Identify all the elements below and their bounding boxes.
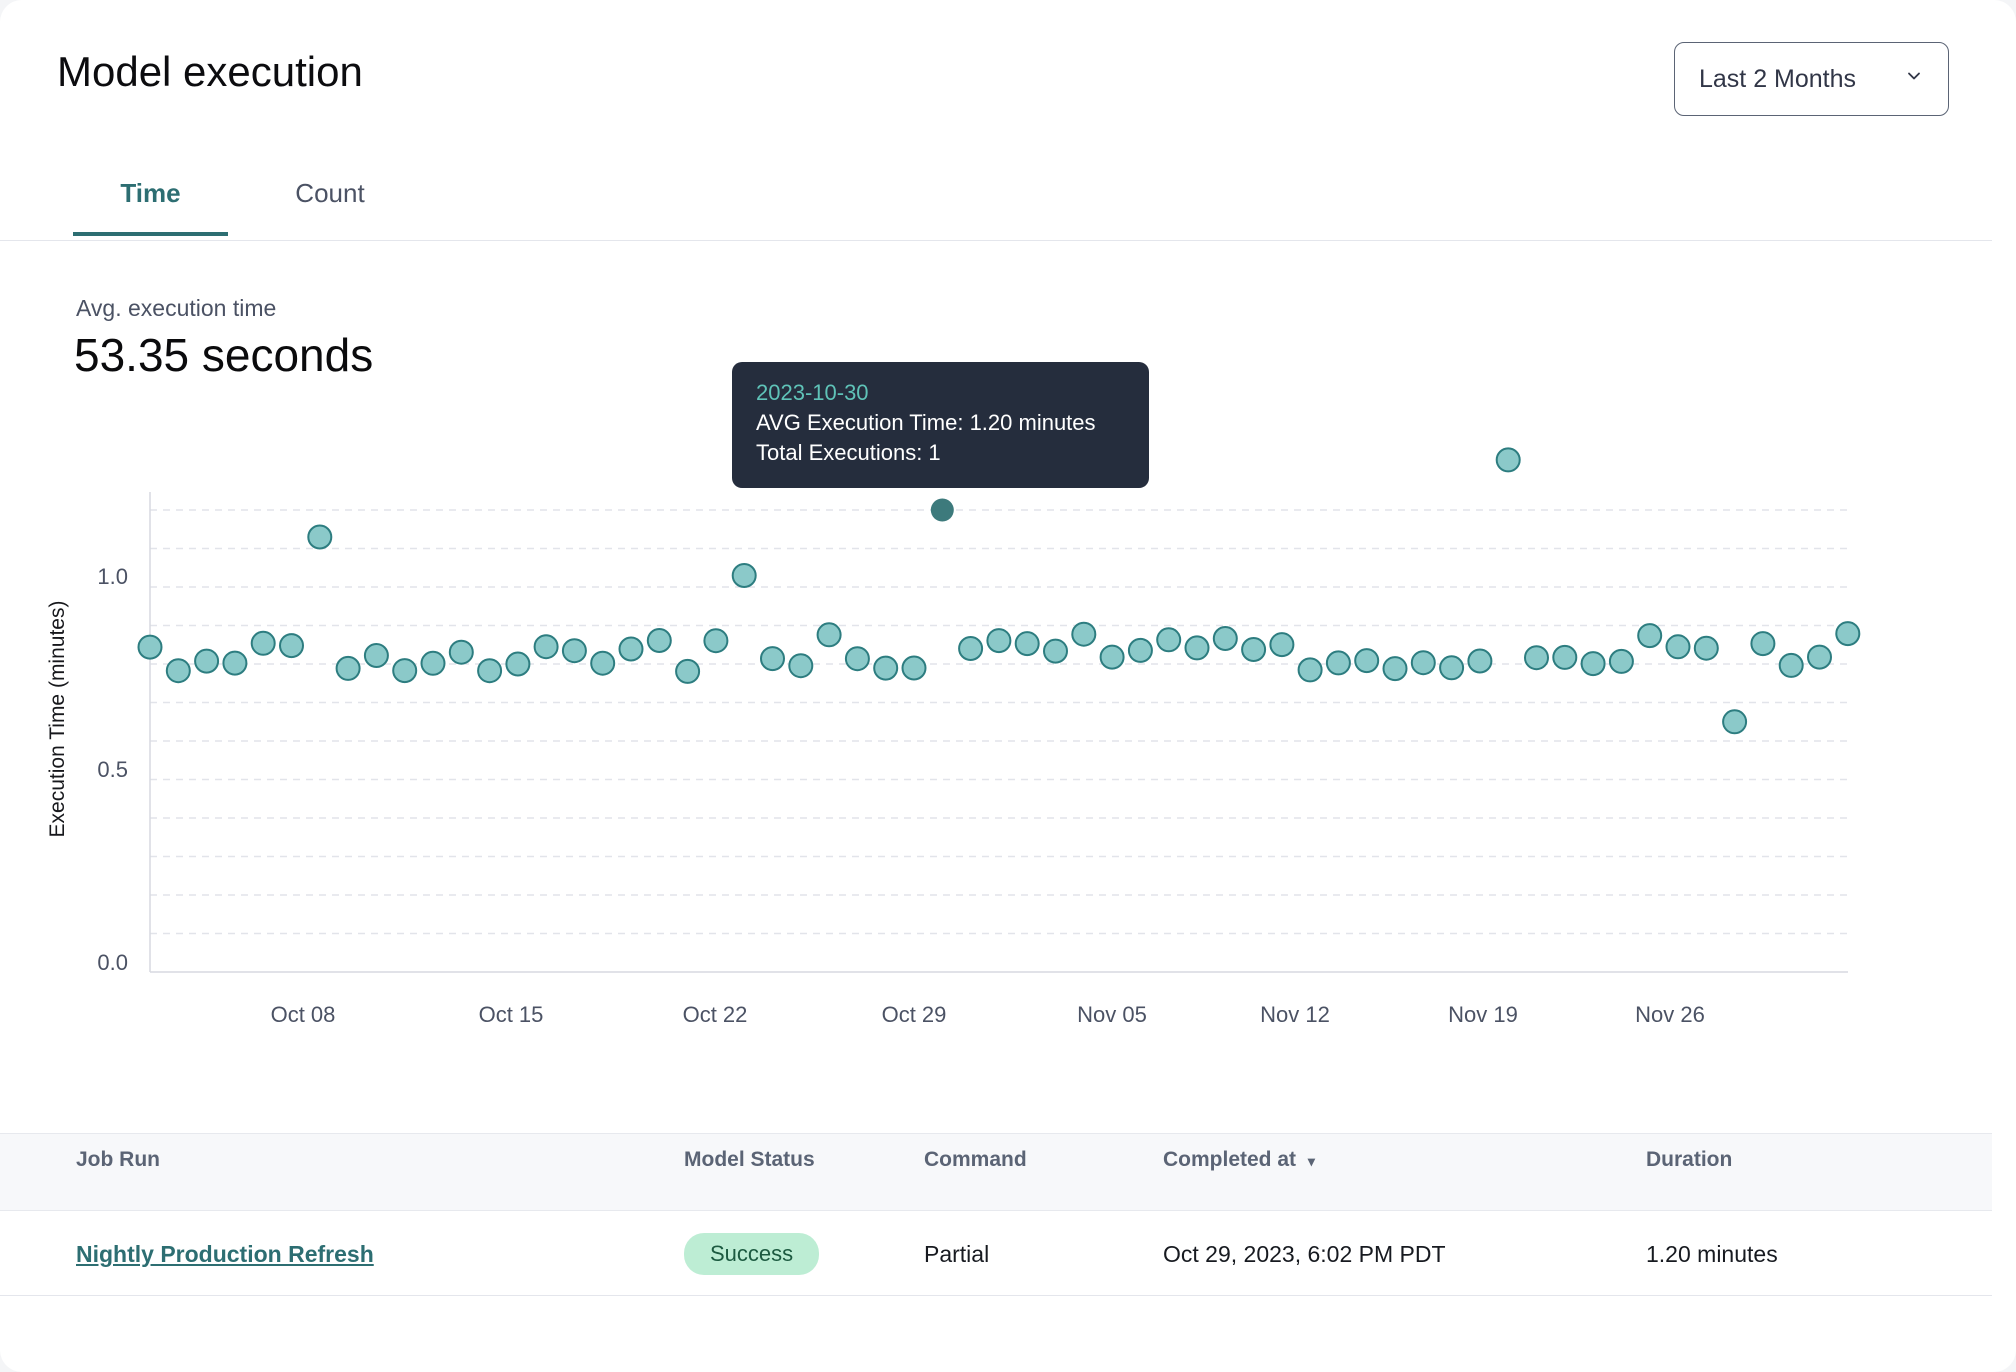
svg-text:Nov 12: Nov 12 xyxy=(1260,1002,1330,1027)
svg-text:Nov 19: Nov 19 xyxy=(1448,1002,1518,1027)
svg-text:1.0: 1.0 xyxy=(97,564,128,589)
svg-text:Nov 26: Nov 26 xyxy=(1635,1002,1705,1027)
svg-text:Oct 15: Oct 15 xyxy=(479,1002,544,1027)
svg-text:Oct 08: Oct 08 xyxy=(271,1002,336,1027)
svg-text:Oct 22: Oct 22 xyxy=(683,1002,748,1027)
svg-text:Oct 29: Oct 29 xyxy=(882,1002,947,1027)
svg-text:0.5: 0.5 xyxy=(97,757,128,782)
svg-text:0.0: 0.0 xyxy=(97,950,128,975)
svg-text:Execution Time (minutes): Execution Time (minutes) xyxy=(46,601,69,838)
svg-text:Nov 05: Nov 05 xyxy=(1077,1002,1147,1027)
